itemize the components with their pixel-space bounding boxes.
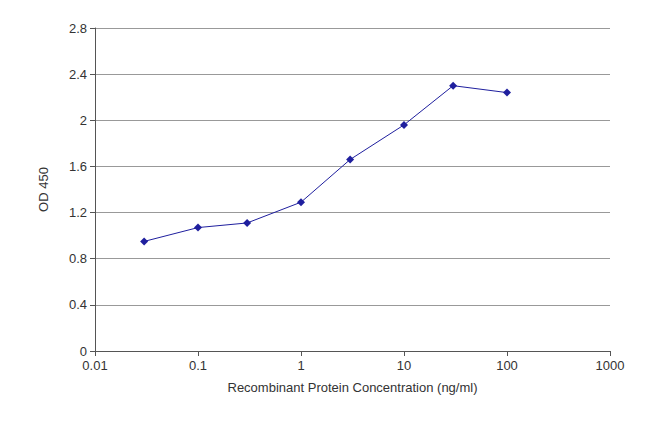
svg-text:2.4: 2.4	[69, 67, 87, 82]
svg-text:OD 450: OD 450	[36, 167, 51, 212]
svg-text:1.2: 1.2	[69, 205, 87, 220]
svg-text:0.4: 0.4	[69, 297, 87, 312]
svg-text:2.8: 2.8	[69, 21, 87, 36]
svg-text:0: 0	[80, 344, 87, 359]
svg-text:0.1: 0.1	[189, 358, 207, 373]
svg-text:1: 1	[297, 358, 304, 373]
svg-text:1.6: 1.6	[69, 159, 87, 174]
svg-text:1000: 1000	[596, 358, 625, 373]
svg-text:Recombinant Protein Concentrat: Recombinant Protein Concentration (ng/ml…	[227, 380, 477, 395]
svg-text:0.01: 0.01	[82, 358, 107, 373]
svg-text:0.8: 0.8	[69, 251, 87, 266]
svg-text:10: 10	[397, 358, 411, 373]
svg-text:100: 100	[496, 358, 518, 373]
svg-text:2: 2	[80, 113, 87, 128]
